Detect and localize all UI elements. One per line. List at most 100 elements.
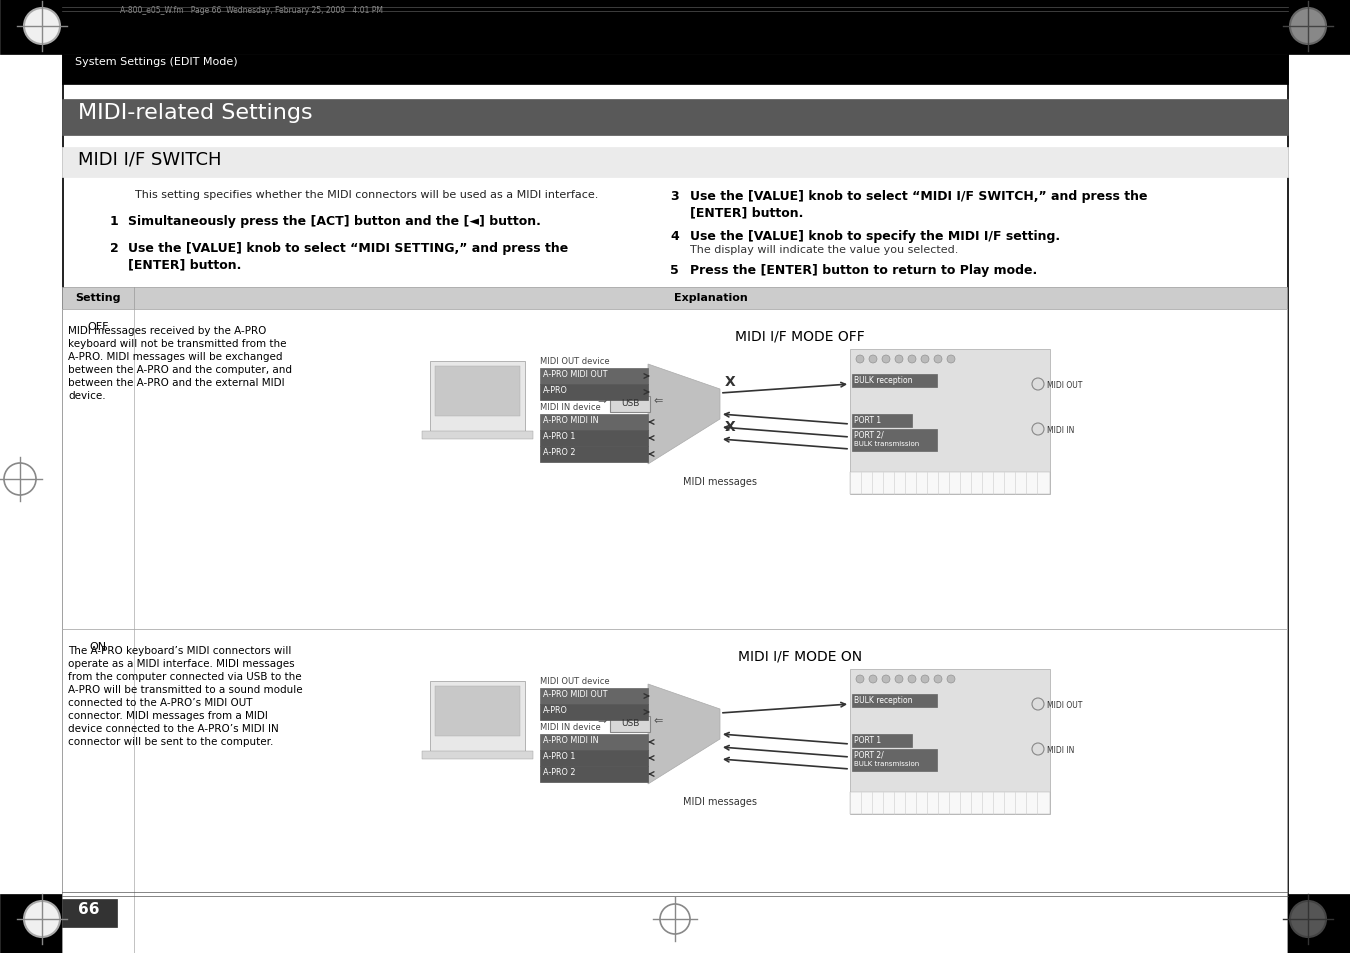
Text: keyboard will not be transmitted from the: keyboard will not be transmitted from th… [68,338,286,349]
Text: A-PRO 2: A-PRO 2 [543,767,575,776]
Bar [62,899,117,927]
Text: USB: USB [621,719,639,727]
Circle shape [856,355,864,364]
Bar [62,100,1288,136]
Circle shape [1031,743,1044,755]
Text: MIDI messages received by the A-PRO: MIDI messages received by the A-PRO [68,326,266,335]
Text: between the A-PRO and the external MIDI: between the A-PRO and the external MIDI [68,377,285,388]
Text: A-PRO MIDI OUT: A-PRO MIDI OUT [543,370,608,378]
Circle shape [882,676,890,683]
Text: Use the [VALUE] knob to specify the MIDI I/F setting.: Use the [VALUE] knob to specify the MIDI… [690,230,1060,243]
Bar [431,681,525,751]
Circle shape [856,676,864,683]
Text: 4: 4 [670,230,679,243]
Circle shape [1031,378,1044,391]
Circle shape [895,676,903,683]
Text: A-PRO 2: A-PRO 2 [543,448,575,456]
Circle shape [1031,423,1044,436]
Circle shape [946,676,954,683]
Circle shape [895,355,903,364]
Text: This setting specifies whether the MIDI connectors will be used as a MIDI interf: This setting specifies whether the MIDI … [135,190,598,200]
Text: ⇐: ⇐ [653,395,663,406]
Text: ⇐: ⇐ [653,716,663,725]
Text: BULK reception: BULK reception [855,375,913,385]
Text: A-PRO MIDI IN: A-PRO MIDI IN [543,735,598,744]
Bar [0,0,1350,55]
Bar [540,431,648,447]
Text: MIDI messages: MIDI messages [683,476,757,486]
Text: A-PRO 1: A-PRO 1 [543,751,575,760]
Text: A-PRO: A-PRO [543,386,568,395]
Text: 66: 66 [78,901,100,916]
Text: Setting: Setting [76,293,120,303]
Text: MIDI IN: MIDI IN [1048,426,1075,435]
Text: MIDI OUT: MIDI OUT [1048,700,1083,709]
Text: device.: device. [68,391,105,400]
Text: 3: 3 [670,190,679,203]
Text: BULK transmission: BULK transmission [855,760,919,766]
Bar [540,704,648,720]
Circle shape [909,676,917,683]
Circle shape [1291,9,1326,45]
Bar [540,750,648,766]
Circle shape [934,676,942,683]
Text: Press the [ENTER] button to return to Play mode.: Press the [ENTER] button to return to Pl… [690,264,1037,276]
Text: A-PRO 1: A-PRO 1 [543,432,575,440]
Circle shape [24,9,59,45]
Text: ⇒: ⇒ [597,716,606,725]
Circle shape [1291,901,1326,937]
Bar [0,894,1350,953]
Circle shape [882,355,890,364]
Text: ⇒: ⇒ [597,395,606,406]
Bar [62,55,1288,85]
Bar [62,288,1287,310]
Text: between the A-PRO and the computer, and: between the A-PRO and the computer, and [68,365,292,375]
Circle shape [869,676,878,683]
Text: MIDI messages: MIDI messages [683,796,757,806]
Text: BULK transmission: BULK transmission [855,440,919,447]
Text: Use the [VALUE] knob to select “MIDI I/F SWITCH,” and press the: Use the [VALUE] knob to select “MIDI I/F… [690,190,1148,203]
Bar [850,473,1050,495]
Text: PORT 1: PORT 1 [855,416,882,424]
Bar [431,361,525,432]
Text: 1: 1 [109,214,119,228]
Text: 5: 5 [670,264,679,276]
Text: MIDI OUT device: MIDI OUT device [540,677,610,685]
Bar [852,415,913,428]
Bar [850,350,1050,495]
Bar [435,367,520,416]
Polygon shape [648,365,720,464]
Text: Simultaneously press the [ACT] button and the [◄] button.: Simultaneously press the [ACT] button an… [128,214,541,228]
Text: MIDI IN: MIDI IN [1048,745,1075,754]
Bar [540,415,648,431]
Bar [852,430,937,452]
Text: X: X [725,375,736,389]
Text: ON: ON [89,641,107,651]
Text: connector. MIDI messages from a MIDI: connector. MIDI messages from a MIDI [68,710,267,720]
Bar [850,669,1050,814]
Text: MIDI I/F SWITCH: MIDI I/F SWITCH [78,150,221,168]
Text: MIDI IN device: MIDI IN device [540,722,601,731]
Bar [540,766,648,782]
Polygon shape [648,684,720,784]
Text: operate as a MIDI interface. MIDI messages: operate as a MIDI interface. MIDI messag… [68,659,294,668]
Text: device connected to the A-PRO’s MIDI IN: device connected to the A-PRO’s MIDI IN [68,723,278,733]
Bar [852,749,937,771]
Bar [62,629,1287,953]
Text: PORT 1: PORT 1 [855,735,882,744]
Text: USB: USB [621,398,639,408]
Text: PORT 2/: PORT 2/ [855,431,884,439]
Text: MIDI I/F MODE OFF: MIDI I/F MODE OFF [736,330,865,344]
Bar [423,751,533,760]
Text: A-PRO. MIDI messages will be exchanged: A-PRO. MIDI messages will be exchanged [68,352,282,361]
Text: MIDI-related Settings: MIDI-related Settings [78,103,313,123]
Text: MIDI I/F MODE ON: MIDI I/F MODE ON [738,649,863,663]
Text: A-PRO MIDI OUT: A-PRO MIDI OUT [543,689,608,699]
Circle shape [946,355,954,364]
Text: MIDI OUT device: MIDI OUT device [540,356,610,366]
Text: MIDI OUT: MIDI OUT [1048,380,1083,390]
Circle shape [921,676,929,683]
Circle shape [1031,699,1044,710]
Bar [540,447,648,462]
Text: A-PRO MIDI IN: A-PRO MIDI IN [543,416,598,424]
